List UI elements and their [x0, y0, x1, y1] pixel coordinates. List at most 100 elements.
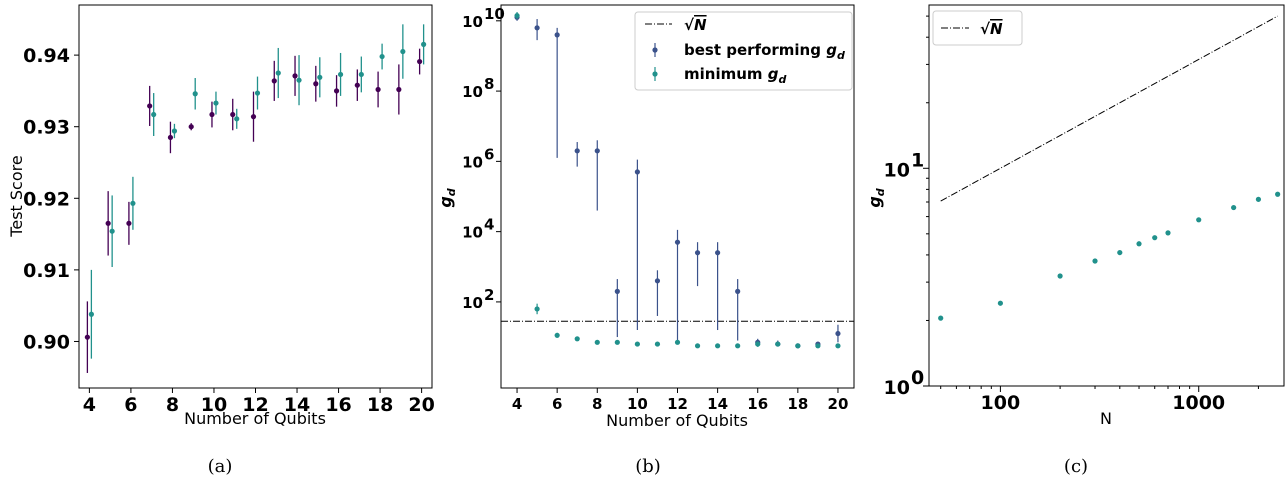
legend-sqrtN-label-b: √N	[684, 16, 707, 34]
sqrtN-reference-line	[940, 15, 1278, 202]
y-tick-exponent: 0	[911, 367, 924, 389]
data-point	[167, 134, 174, 141]
legend-min-label: minimum gd	[684, 65, 787, 86]
x-tick-label: 4	[512, 395, 522, 413]
data-point	[815, 343, 821, 349]
data-point	[594, 148, 600, 154]
y-tick-label: 10	[462, 83, 483, 101]
legend-min-marker	[652, 71, 658, 77]
x-tick-label: 12	[667, 395, 688, 413]
data-point	[230, 111, 236, 118]
data-point	[715, 343, 721, 349]
data-point	[574, 148, 580, 154]
data-point	[674, 239, 681, 245]
data-point	[130, 200, 136, 206]
data-point	[735, 288, 741, 294]
data-point	[654, 341, 661, 347]
y-tick-label: 10	[462, 294, 483, 312]
x-tick-label: 12	[242, 394, 268, 416]
y-tick-label: 10	[884, 377, 910, 399]
x-tick-label: 4	[83, 394, 96, 416]
panel-b-legend: √N best performing gd minimum gd	[634, 11, 853, 91]
data-point	[417, 58, 423, 65]
data-point	[271, 78, 277, 84]
panel-a-caption: (a)	[208, 456, 233, 477]
y-tick-label: 10	[462, 224, 483, 242]
x-tick-label: 16	[747, 395, 768, 413]
data-point	[358, 71, 364, 78]
data-point	[421, 41, 427, 47]
x-tick-label: 1000	[1172, 392, 1225, 414]
data-point	[396, 86, 402, 93]
x-tick-label: 8	[592, 395, 602, 413]
panel-b-xlabel: Number of Qubits	[606, 411, 748, 430]
panel-c-frame	[928, 4, 1285, 387]
data-point	[775, 341, 781, 347]
data-point	[534, 306, 540, 312]
panel-c-caption: (c)	[1064, 456, 1088, 477]
data-point	[1165, 230, 1171, 236]
data-point	[213, 100, 219, 106]
data-point	[554, 332, 560, 338]
data-point	[105, 220, 111, 226]
data-point	[400, 48, 406, 55]
data-point	[234, 116, 240, 122]
data-point	[1255, 196, 1262, 202]
data-point	[1136, 241, 1142, 247]
y-tick-label: 0.94	[23, 45, 70, 67]
x-tick-label: 6	[552, 395, 562, 413]
legend-sqrtN-label-c: √N	[980, 20, 1003, 38]
x-tick-label: 20	[408, 394, 434, 416]
y-tick-exponent: 2	[484, 286, 494, 304]
data-point	[88, 311, 94, 317]
data-point	[84, 334, 90, 340]
y-tick-exponent: 4	[484, 216, 494, 234]
data-point	[354, 82, 360, 88]
panel-a-test-score: 4 6 8 10 12 14 16 18 20 0.90 0.91 0.92 0.93 0.94 Numb…	[7, 4, 435, 477]
data-point	[1057, 273, 1063, 279]
data-point	[755, 341, 761, 347]
x-tick-label: 100	[981, 392, 1021, 414]
y-tick-label: 0.91	[23, 260, 70, 282]
data-point	[171, 128, 178, 134]
x-tick-label: 14	[707, 395, 728, 413]
data-point	[379, 53, 385, 60]
data-point	[147, 103, 153, 109]
data-point	[1275, 191, 1281, 197]
data-point	[1152, 235, 1158, 241]
y-tick-label: 10	[884, 159, 910, 181]
y-tick-exponent: 6	[484, 145, 494, 163]
data-point	[654, 278, 661, 284]
data-point	[835, 330, 841, 337]
data-point	[938, 315, 944, 321]
data-point	[151, 111, 157, 118]
y-tick-label: 10	[462, 13, 483, 31]
data-point	[209, 111, 215, 118]
y-tick-label: 10	[462, 153, 483, 171]
panel-c-legend: √N	[932, 10, 1023, 46]
data-point	[192, 91, 198, 97]
data-point	[188, 124, 194, 130]
data-point	[1196, 217, 1202, 223]
data-point	[296, 77, 302, 83]
panel-b-ylabel: gd	[436, 188, 458, 207]
data-point	[514, 12, 520, 19]
data-point	[292, 73, 298, 79]
panel-a-frame	[78, 4, 433, 389]
data-point	[997, 300, 1003, 306]
data-point	[534, 25, 540, 31]
x-tick-label: 10	[201, 394, 227, 416]
x-tick-label: 16	[325, 394, 351, 416]
panel-a-xlabel: Number of Qubits	[184, 409, 326, 428]
data-point	[614, 288, 620, 294]
data-point	[250, 114, 257, 120]
data-point	[317, 74, 323, 80]
x-tick-label: 8	[166, 394, 179, 416]
data-point	[109, 228, 115, 234]
data-point	[594, 339, 600, 345]
data-point	[1092, 258, 1098, 264]
data-point	[715, 250, 721, 256]
